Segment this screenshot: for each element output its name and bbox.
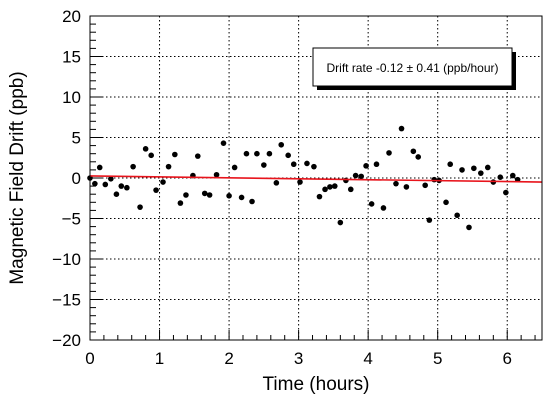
x-tick-label: 1	[155, 349, 164, 368]
x-tick-label: 6	[502, 349, 511, 368]
data-point	[509, 172, 516, 179]
data-point	[352, 172, 359, 179]
x-tick-label: 2	[224, 349, 233, 368]
legend-box	[312, 47, 513, 87]
data-points	[87, 125, 521, 231]
data-point	[478, 170, 484, 176]
data-point	[471, 165, 477, 172]
data-point	[443, 199, 449, 206]
data-point	[160, 179, 166, 185]
axis-ticks	[89, 15, 536, 341]
data-point	[238, 194, 245, 201]
data-point	[466, 224, 472, 231]
legend: Drift rate -0.12 ± 0.41 (ppb/hour)	[312, 47, 516, 90]
data-point	[484, 164, 491, 171]
data-point	[142, 146, 149, 152]
data-point	[130, 163, 136, 170]
data-point	[386, 150, 392, 156]
y-tick-label: 15	[62, 48, 81, 67]
y-tick-label: 10	[62, 88, 81, 107]
y-tick-label: −15	[52, 291, 81, 310]
data-point	[415, 154, 422, 160]
data-point	[278, 141, 285, 148]
data-point	[165, 163, 172, 170]
data-point	[316, 193, 323, 200]
data-point	[172, 151, 178, 158]
data-point	[403, 184, 410, 190]
data-point	[304, 160, 310, 167]
data-point	[393, 180, 399, 187]
data-point	[124, 184, 130, 191]
x-tick-label: 3	[294, 349, 303, 368]
y-tick-label: 0	[72, 169, 81, 188]
data-point	[194, 153, 201, 159]
x-tick-label: 4	[363, 349, 372, 368]
data-point	[261, 162, 267, 168]
x-tick-label: 5	[433, 349, 442, 368]
data-point	[137, 204, 143, 210]
data-point	[358, 173, 365, 180]
data-point	[113, 191, 120, 197]
y-tick-label: 5	[72, 129, 81, 148]
y-tick-label: 20	[62, 7, 81, 26]
data-point	[148, 152, 154, 159]
data-point	[347, 186, 354, 193]
data-point	[373, 161, 380, 168]
y-tick-label: −10	[52, 250, 81, 269]
data-point	[311, 163, 317, 170]
data-point	[368, 201, 375, 207]
data-point	[459, 167, 465, 173]
data-point	[503, 189, 509, 196]
fit-line	[89, 175, 543, 183]
data-point	[454, 212, 460, 219]
data-point	[206, 192, 213, 198]
data-point	[285, 152, 291, 159]
data-point	[153, 187, 159, 193]
data-point	[96, 164, 103, 171]
data-point	[213, 171, 220, 178]
fit-line-group	[89, 175, 543, 183]
y-tick-label: −5	[62, 210, 81, 229]
data-point	[331, 183, 338, 189]
data-point	[422, 182, 428, 189]
data-point	[254, 150, 260, 157]
data-point	[322, 186, 328, 193]
data-point	[108, 176, 114, 182]
data-point	[118, 183, 125, 189]
data-point	[231, 164, 238, 171]
data-point	[226, 193, 232, 199]
data-point	[431, 176, 438, 183]
data-point	[92, 180, 98, 187]
data-point	[102, 181, 109, 188]
data-point	[363, 163, 369, 169]
data-point	[447, 161, 454, 168]
data-point	[220, 140, 227, 146]
data-point	[290, 161, 297, 168]
data-point	[426, 217, 433, 223]
data-point	[201, 190, 208, 197]
data-point	[497, 174, 504, 180]
data-point	[273, 180, 280, 186]
data-point	[327, 184, 333, 190]
data-point	[398, 125, 405, 132]
axis-tick-labels: 0 1 2 3 4 5 6 −20 −15 −10 −5 0 5 10 15 20	[52, 7, 512, 368]
data-point	[380, 205, 387, 211]
data-point	[297, 179, 303, 185]
data-point	[337, 219, 344, 226]
y-tick-label: −20	[52, 331, 81, 350]
data-point	[249, 198, 255, 205]
data-point	[410, 148, 417, 155]
data-point	[177, 200, 184, 206]
x-axis-label: Time (hours)	[263, 374, 370, 395]
y-axis-label: Magnetic Field Drift (ppb)	[7, 71, 28, 284]
legend-text: Drift rate -0.12 ± 0.41 (ppb/hour)	[326, 61, 498, 75]
data-point	[266, 150, 273, 157]
data-point	[343, 177, 349, 184]
data-point	[183, 192, 189, 198]
data-point	[243, 150, 250, 157]
x-tick-label: 0	[85, 349, 94, 368]
